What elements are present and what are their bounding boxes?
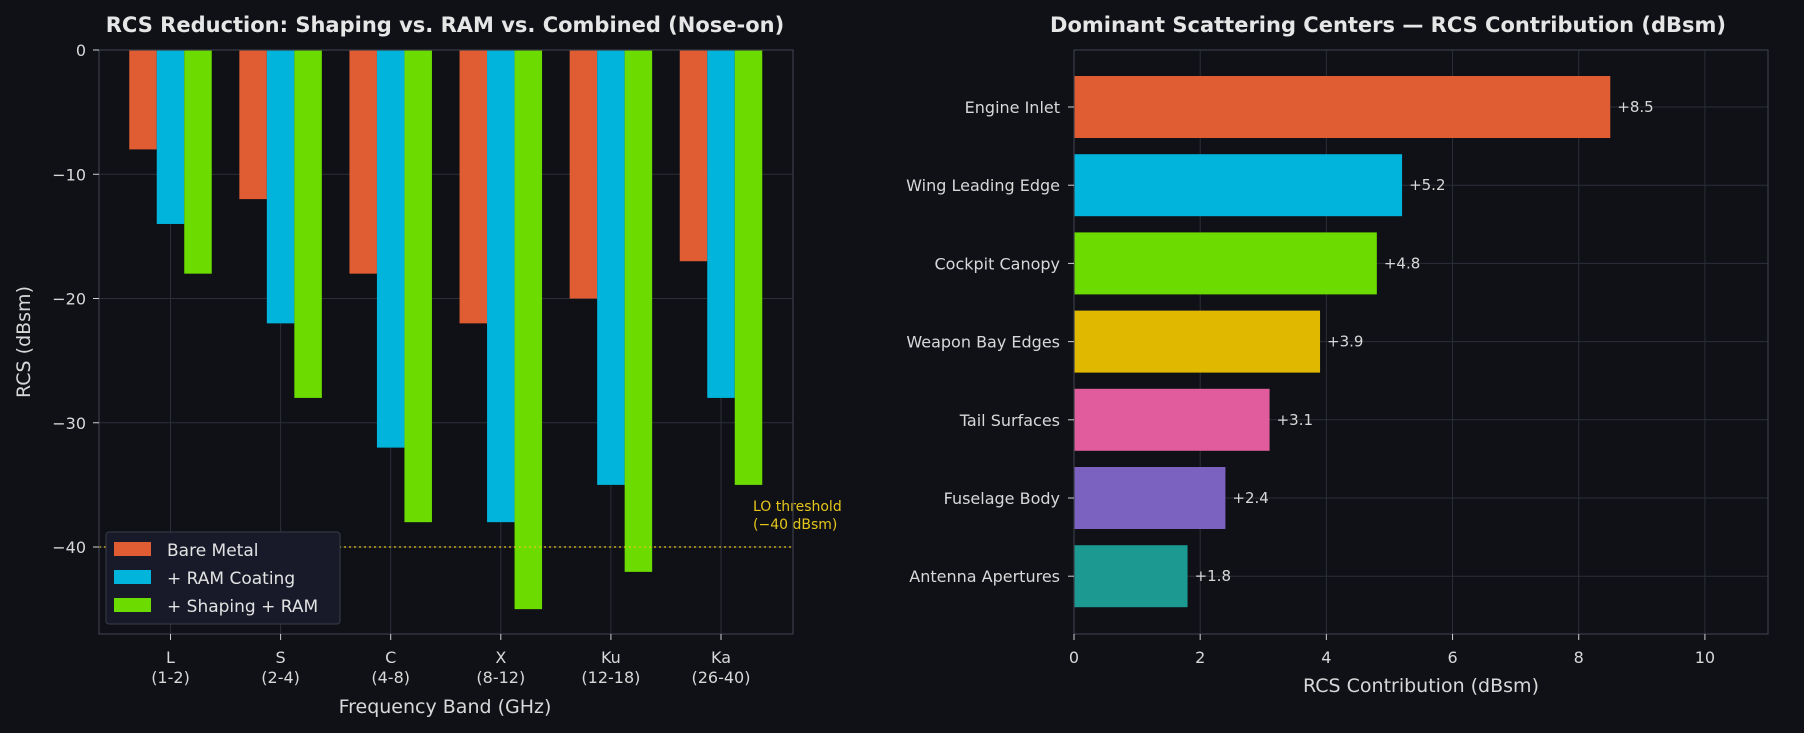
left-x-tick-label: S (2-4)	[261, 648, 300, 687]
bar-2-3	[376, 50, 405, 448]
bar-1-1	[129, 50, 157, 150]
right-x-tick-label: 4	[1321, 648, 1331, 667]
hbar-3	[1074, 232, 1377, 295]
left-x-axis-label: Frequency Band (GHz)	[339, 696, 552, 718]
hbar-4	[1074, 310, 1321, 373]
threshold-label-line1: LO threshold	[753, 499, 842, 515]
left-axis-ticks: 0 −10 −20 −30 −40 L (1-2) S (2-4) C (4-8) X (8-12) Ku…	[52, 41, 750, 687]
right-x-tick-label: 8	[1574, 648, 1584, 667]
bar-3-2	[294, 50, 322, 398]
right-axis-ticks: 0 2 4 6 8 10 Engine Inlet Wing Leading Edge Cock…	[906, 98, 1715, 667]
hbar-value-label-3: +4.8	[1384, 254, 1420, 272]
hbar-value-label-1: +8.5	[1617, 98, 1653, 116]
bar-3-5	[624, 50, 653, 572]
legend-swatch-shaping-ram	[114, 598, 151, 612]
right-x-axis-label: RCS Contribution (dBsm)	[1303, 675, 1539, 697]
bar-1-2	[239, 50, 267, 200]
bar-3-3	[404, 50, 432, 523]
legend-label-shaping-ram: + Shaping + RAM	[167, 597, 318, 617]
bar-1-6	[679, 50, 708, 262]
right-y-tick-label: Tail Surfaces	[959, 411, 1060, 430]
legend-box	[105, 531, 341, 625]
hbar-6	[1074, 467, 1226, 529]
bar-3-4	[514, 50, 543, 610]
bar-2-6	[707, 50, 735, 398]
left-x-tick-label: C (4-8)	[371, 648, 410, 687]
left-plot-frame	[98, 49, 794, 635]
right-y-tick-label: Wing Leading Edge	[906, 176, 1060, 195]
hbar-5	[1074, 388, 1270, 451]
right-chart-title: Dominant Scattering Centers — RCS Contri…	[1050, 13, 1726, 37]
legend-label-ram-coating: + RAM Coating	[167, 569, 295, 589]
right-y-tick-label: Fuselage Body	[944, 489, 1060, 508]
bar-2-4	[487, 50, 515, 523]
bar-1-3	[349, 50, 377, 274]
left-y-tick-label: 0	[76, 41, 86, 60]
left-y-tick-label: −20	[52, 290, 86, 309]
hbar-2	[1074, 154, 1403, 217]
hbar-value-label-6: +2.4	[1232, 489, 1268, 507]
right-x-tick-label: 2	[1195, 648, 1205, 667]
right-y-tick-label: Weapon Bay Edges	[906, 333, 1060, 352]
legend-swatch-bare-metal	[114, 542, 151, 556]
left-y-tick-label: −10	[52, 165, 86, 184]
hbar-1	[1074, 76, 1611, 138]
right-x-tick-label: 0	[1069, 648, 1079, 667]
legend-label-bare-metal: Bare Metal	[167, 541, 259, 561]
left-x-tick-label: Ka (26-40)	[692, 648, 751, 687]
left-x-tick-label: L (1-2)	[151, 648, 190, 687]
right-y-tick-label: Cockpit Canopy	[934, 254, 1060, 273]
hbar-value-label-4: +3.9	[1327, 333, 1363, 351]
bar-2-1	[156, 50, 185, 224]
right-y-tick-label: Engine Inlet	[965, 98, 1060, 117]
right-y-tick-label: Antenna Apertures	[909, 567, 1060, 586]
threshold-label-line2: (−40 dBsm)	[753, 517, 837, 533]
hbar-value-label-7: +1.8	[1195, 567, 1231, 585]
legend-swatch-ram-coating	[114, 570, 151, 584]
bar-1-4	[459, 50, 488, 324]
right-bars: +8.5 +5.2 +4.8 +3.9 +3.1 +2.4 +1.8	[1074, 76, 1654, 608]
left-y-tick-label: −40	[52, 538, 86, 557]
left-x-tick-label: Ku (12-18)	[581, 648, 640, 687]
left-bars	[129, 50, 763, 610]
bar-2-2	[266, 50, 295, 324]
bar-2-5	[597, 50, 625, 485]
hbar-value-label-2: +5.2	[1409, 176, 1445, 194]
hbar-7	[1074, 545, 1188, 608]
bar-3-1	[184, 50, 212, 274]
left-y-tick-label: −30	[52, 414, 86, 433]
legend: Bare Metal + RAM Coating + Shaping + RAM	[105, 531, 341, 625]
left-x-tick-label: X (8-12)	[476, 648, 525, 687]
right-x-tick-label: 6	[1447, 648, 1457, 667]
right-x-tick-label: 10	[1695, 648, 1715, 667]
hbar-value-label-5: +3.1	[1277, 411, 1313, 429]
left-chart-title: RCS Reduction: Shaping vs. RAM vs. Combi…	[106, 13, 784, 37]
left-y-axis-label: RCS (dBsm)	[13, 286, 35, 398]
bar-3-6	[734, 50, 763, 485]
bar-1-5	[569, 50, 598, 299]
